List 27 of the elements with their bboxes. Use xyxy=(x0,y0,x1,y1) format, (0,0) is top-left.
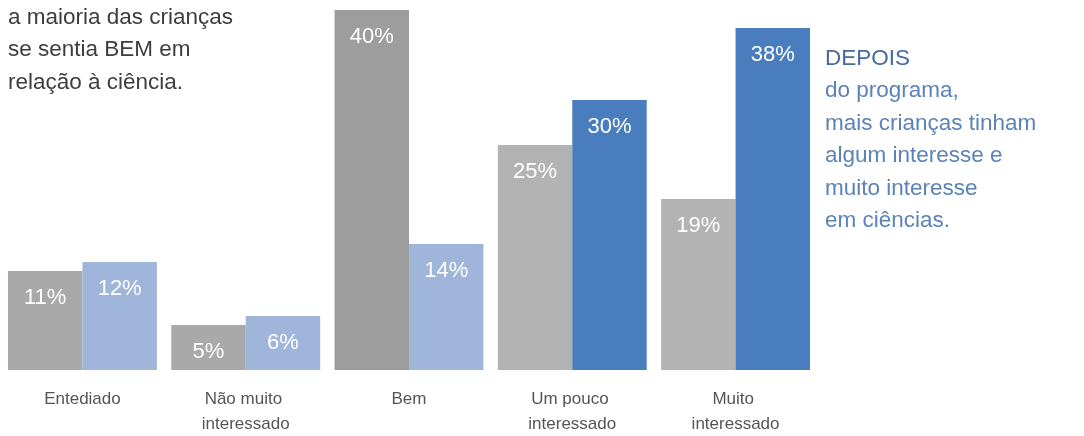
bar xyxy=(735,28,811,370)
data-label: 40% xyxy=(349,22,394,48)
x-tick-label: Bem xyxy=(391,389,427,408)
bar xyxy=(572,100,647,370)
x-tick-label: Muito interessado xyxy=(691,389,780,433)
bar xyxy=(334,10,409,370)
text: DEPOIS do programa, mais crianças tinham algum interesse e muito interesse em ciências. xyxy=(825,44,1037,233)
bar xyxy=(661,199,736,370)
data-label: 38% xyxy=(750,40,795,66)
bar xyxy=(245,316,321,370)
bar xyxy=(82,262,157,370)
bar xyxy=(7,271,83,370)
x-tick-label: Entediado xyxy=(44,389,121,408)
bar xyxy=(409,244,484,370)
data-label: 11% xyxy=(24,283,67,309)
annotation: a maioria das crianças se sentia BEM em relação à ciência. xyxy=(8,3,234,94)
data-label: 5% xyxy=(192,337,225,363)
data-label: 12% xyxy=(97,274,142,300)
data-label: 6% xyxy=(267,328,299,354)
data-label: 19% xyxy=(676,211,721,237)
data-label: 25% xyxy=(513,157,558,183)
data-label: 14% xyxy=(424,256,469,282)
bar xyxy=(171,325,246,370)
x-tick-label: Um pouco interessado xyxy=(528,389,617,433)
x-tick-label: Não muito interessado xyxy=(201,389,290,433)
data-label: 30% xyxy=(587,112,632,138)
bar xyxy=(497,145,573,370)
